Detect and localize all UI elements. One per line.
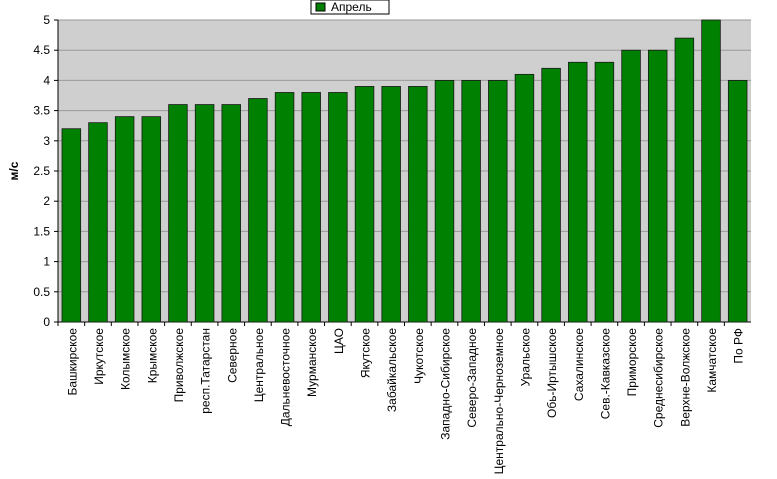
x-tick-label: Приволжское	[172, 328, 186, 403]
x-tick-label: Башкирское	[65, 328, 79, 396]
bar	[541, 67, 561, 323]
bar	[434, 80, 455, 323]
x-tick-label: Сахалинское	[572, 328, 586, 401]
x-tick-label: Мурманское	[305, 328, 319, 397]
x-tick-label: Обь-Иртышское	[545, 328, 559, 418]
x-tick-label: Центральное	[252, 328, 266, 403]
bar	[194, 104, 215, 323]
bar	[61, 128, 82, 323]
y-tick-label: 4.5	[33, 43, 50, 57]
bar	[301, 92, 321, 323]
x-tick-label: ЦАО	[332, 328, 346, 354]
y-tick-label: 1	[43, 255, 50, 269]
y-tick-label: 3	[43, 134, 50, 148]
bar	[647, 49, 668, 323]
y-tick-label: 4	[43, 73, 50, 87]
x-tick-label: Уральское	[518, 328, 532, 387]
bar	[568, 61, 588, 323]
x-tick-label: Якутское	[359, 328, 373, 378]
x-tick-label: Иркутское	[92, 328, 106, 385]
y-tick-label: 0.5	[33, 285, 50, 299]
x-tick-label: Камчатское	[705, 328, 719, 393]
x-tick-label: Центрально-Черноземное	[492, 328, 506, 475]
bar	[701, 19, 721, 323]
legend: Апрель	[310, 0, 390, 15]
x-tick-label: Дальневосточное	[279, 328, 293, 427]
bar	[727, 80, 748, 323]
bar	[594, 61, 615, 323]
bar	[248, 98, 268, 323]
x-tick-label: Северное	[225, 328, 239, 383]
x-tick-label: Забайкальское	[385, 328, 399, 412]
x-tick-label: Крымское	[145, 328, 159, 384]
y-tick-label: 1.5	[33, 224, 50, 238]
bar	[221, 104, 241, 323]
bar	[514, 73, 535, 323]
y-tick-label: 2	[43, 194, 50, 208]
bar	[488, 80, 508, 323]
x-tick-label: По РФ	[732, 328, 746, 364]
x-tick-label: Северо-Западное	[465, 328, 479, 428]
bar	[114, 116, 135, 323]
x-tick-label: Приморское	[625, 328, 639, 397]
x-tick-label: Сев.-Кавказское	[598, 328, 612, 420]
x-tick-label: Колымское	[119, 328, 133, 390]
x-tick-label: Западно-Сибирское	[438, 328, 452, 440]
bar	[88, 122, 108, 323]
y-tick-label: 0	[43, 315, 50, 329]
y-tick-label: 5	[43, 13, 50, 27]
x-tick-label: Среднесибирское	[652, 328, 666, 428]
x-tick-label: Верхне-Волжское	[678, 328, 692, 427]
y-tick-label: 2.5	[33, 164, 50, 178]
bar	[461, 80, 481, 323]
legend-label: Апрель	[331, 0, 372, 14]
bar	[141, 116, 162, 323]
bar	[328, 92, 348, 323]
bar	[674, 37, 695, 323]
legend-box	[310, 0, 390, 15]
bar	[621, 49, 641, 323]
bar	[274, 92, 295, 323]
bar	[381, 86, 401, 323]
x-tick-label: Чукотское	[412, 328, 426, 384]
legend-swatch	[315, 2, 326, 12]
x-tick-label: респ.Татарстан	[199, 328, 213, 414]
bar	[354, 86, 375, 323]
bar	[168, 104, 188, 323]
y-tick-label: 3.5	[33, 104, 50, 118]
bar	[408, 86, 428, 323]
y-axis-label: м/с	[7, 161, 21, 180]
